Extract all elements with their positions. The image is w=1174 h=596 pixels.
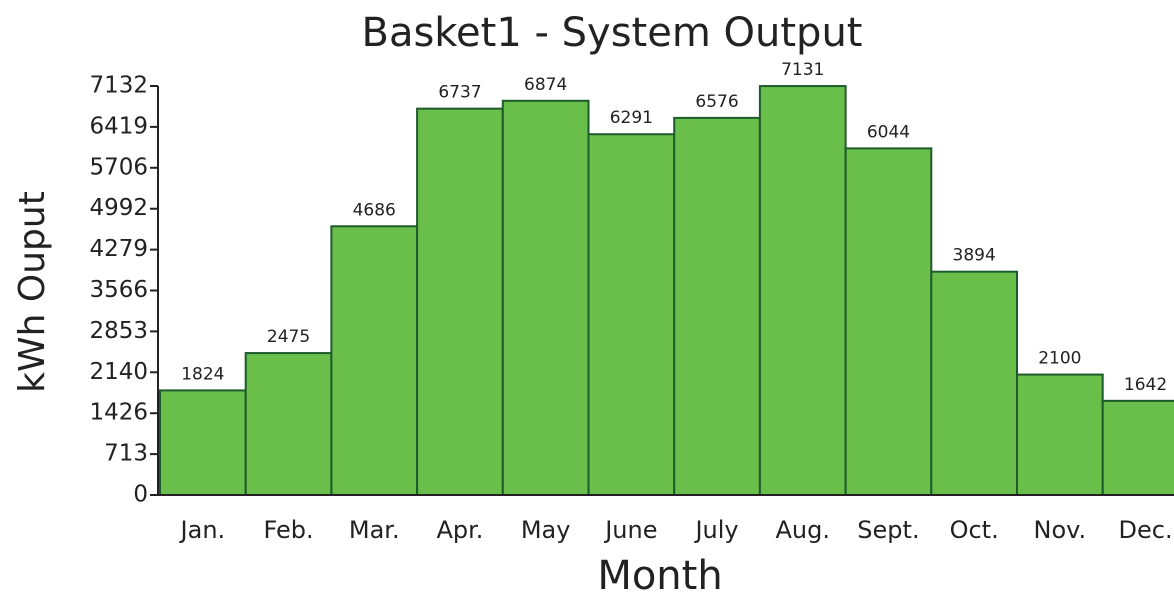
bar [159,389,247,497]
bar [330,225,419,496]
x-tick-label: Apr. [436,516,483,544]
y-tick-label: 7132 [89,73,148,99]
value-label: 2100 [1038,349,1081,369]
y-tick-label: 3566 [89,277,148,303]
x-tick-label: Dec. [1119,516,1173,544]
x-axis-label: Month [597,553,722,596]
bar [244,352,333,496]
value-label: 6576 [695,92,738,112]
x-tick-label: Oct. [950,516,999,544]
y-axis-label: kWh Ouput [12,191,53,393]
bar [844,147,933,497]
y-tick-label: 2140 [89,359,148,385]
value-label: 7131 [781,60,824,80]
x-tick-label: Nov. [1034,516,1087,544]
y-tick-label: 4992 [89,195,148,221]
chart-title: Basket1 - System Output [362,10,863,56]
value-label: 2475 [267,327,310,347]
x-tick-label: Sept. [857,516,919,544]
value-label: 1642 [1124,375,1167,395]
bar [501,99,590,497]
value-label: 4686 [353,200,396,220]
value-label: 6291 [610,108,653,128]
x-tick-label: May [521,516,571,544]
y-tick-label: 1426 [89,400,148,426]
y-tick-label: 4279 [89,236,148,262]
bar [758,85,847,497]
y-tick-label: 5706 [89,154,148,180]
bar [673,116,761,496]
value-label: 6737 [438,83,481,103]
bar [1016,373,1104,497]
x-tick-label: June [603,516,657,544]
x-tick-label: Mar. [349,516,400,544]
x-tick-label: Aug. [776,516,831,544]
bar [1101,399,1174,496]
value-label: 6044 [867,122,910,142]
x-tick-label: July [693,516,738,544]
value-label: 3894 [953,246,996,266]
bar [416,107,504,496]
value-label: 6874 [524,75,567,95]
y-tick-label: 713 [104,441,148,467]
bar [930,270,1018,496]
x-tick-label: Jan. [179,516,226,544]
x-tick-label: Feb. [263,516,313,544]
y-tick-label: 2853 [89,318,148,344]
bar [587,133,676,496]
y-tick-label: 0 [133,482,148,508]
value-label: 1824 [181,364,224,384]
y-tick-label: 6419 [89,113,148,139]
